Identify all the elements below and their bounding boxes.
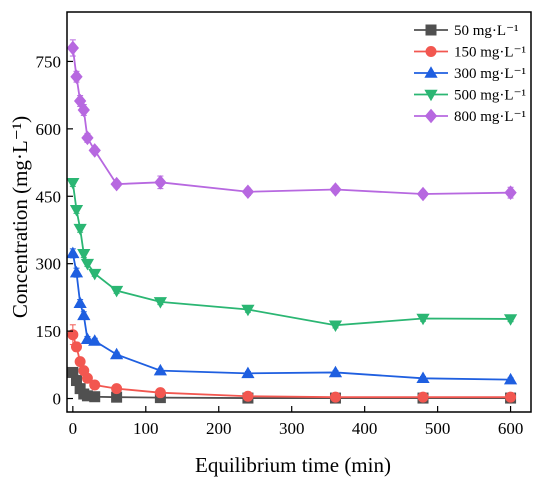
data-point — [241, 304, 255, 317]
legend: 50 mg·L⁻¹ 150 mg·L⁻¹ 300 mg·L⁻¹ 500 mg·L⁻¹ 8… — [414, 23, 526, 125]
data-point — [69, 265, 84, 278]
series-line — [71, 47, 511, 195]
data-point — [88, 268, 102, 281]
data-point — [153, 363, 167, 376]
plot-frame — [66, 11, 532, 413]
data-point — [329, 391, 341, 403]
data-point — [70, 69, 83, 84]
data-point — [81, 372, 93, 384]
legend-label: 50 mg·L⁻¹ — [454, 23, 519, 39]
legend-label: 300 mg·L⁻¹ — [454, 66, 526, 82]
legend-item-5: 800 mg·L⁻¹ — [414, 108, 526, 125]
data-point — [154, 387, 166, 399]
data-point — [503, 314, 518, 326]
legend-marker — [425, 24, 437, 36]
legend-item-1: 50 mg·L⁻¹ — [414, 23, 519, 39]
data-point — [73, 296, 87, 308]
x-tick-label: 400 — [352, 419, 378, 438]
data-point — [66, 178, 80, 190]
y-axis-title: Concentration (mg·L⁻¹) — [8, 116, 32, 318]
data-point — [329, 182, 342, 197]
legend-marker — [425, 46, 437, 57]
x-tick-label: 300 — [279, 419, 305, 438]
data-point — [417, 391, 429, 403]
legend-item-3: 300 mg·L⁻¹ — [414, 66, 526, 82]
data-point — [67, 329, 79, 341]
data-point — [70, 341, 82, 353]
y-tick-label: 600 — [36, 120, 62, 139]
series-5 — [66, 39, 517, 202]
legend-label: 500 mg·L⁻¹ — [454, 88, 526, 104]
data-point — [111, 383, 123, 395]
data-point — [77, 308, 91, 321]
data-point — [110, 176, 123, 192]
x-axis-title: Equilibrium time (min) — [195, 453, 391, 477]
series-3 — [66, 246, 518, 385]
legend-label: 150 mg·L⁻¹ — [454, 45, 526, 61]
data-point — [416, 186, 430, 202]
data-point — [241, 184, 255, 200]
data-point — [416, 371, 430, 384]
legend-item-2: 150 mg·L⁻¹ — [414, 45, 526, 61]
axes-layer: 0 100 200 300 400 500 600 0 150 300 450 600 750 — [36, 11, 532, 438]
data-point — [89, 391, 101, 403]
data-point — [416, 313, 430, 326]
data-point — [81, 130, 94, 146]
data-point — [242, 390, 254, 402]
x-tick-label: 500 — [425, 419, 451, 438]
data-point — [77, 102, 90, 118]
data-point — [73, 223, 87, 236]
data-point — [153, 297, 167, 309]
series-line — [71, 334, 511, 399]
series-line — [71, 182, 511, 327]
data-point — [77, 249, 91, 261]
y-tick-label: 750 — [36, 52, 62, 71]
data-point — [241, 366, 255, 379]
series-4 — [66, 178, 518, 333]
data-point — [109, 347, 124, 360]
data-point — [88, 143, 101, 158]
legend-item-4: 500 mg·L⁻¹ — [414, 88, 526, 104]
data-point — [503, 372, 518, 385]
data-point — [66, 40, 79, 56]
data-point — [328, 320, 343, 333]
data-point — [88, 334, 102, 346]
legend-label: 800 mg·L⁻¹ — [454, 109, 526, 125]
data-point — [89, 379, 101, 391]
data-point — [80, 332, 95, 344]
x-tick-label: 100 — [133, 419, 159, 438]
data-point — [505, 391, 517, 403]
data-point — [69, 205, 84, 217]
data-point — [504, 185, 517, 200]
y-tick-label: 0 — [53, 390, 62, 409]
data-point — [109, 285, 124, 298]
data-point — [154, 175, 167, 190]
data-point — [328, 365, 343, 378]
legend-marker — [424, 66, 438, 78]
x-tick-label: 0 — [69, 419, 78, 438]
y-tick-label: 450 — [36, 187, 62, 206]
y-tick-label: 300 — [36, 255, 62, 274]
series-layer — [66, 39, 518, 404]
legend-marker — [424, 108, 438, 124]
data-point — [80, 258, 95, 271]
x-tick-label: 600 — [498, 419, 524, 438]
legend-marker — [424, 89, 438, 102]
x-tick-label: 200 — [206, 419, 232, 438]
y-tick-label: 150 — [36, 322, 62, 341]
series-line — [72, 372, 511, 399]
series-2 — [67, 324, 517, 403]
data-point — [66, 246, 80, 259]
